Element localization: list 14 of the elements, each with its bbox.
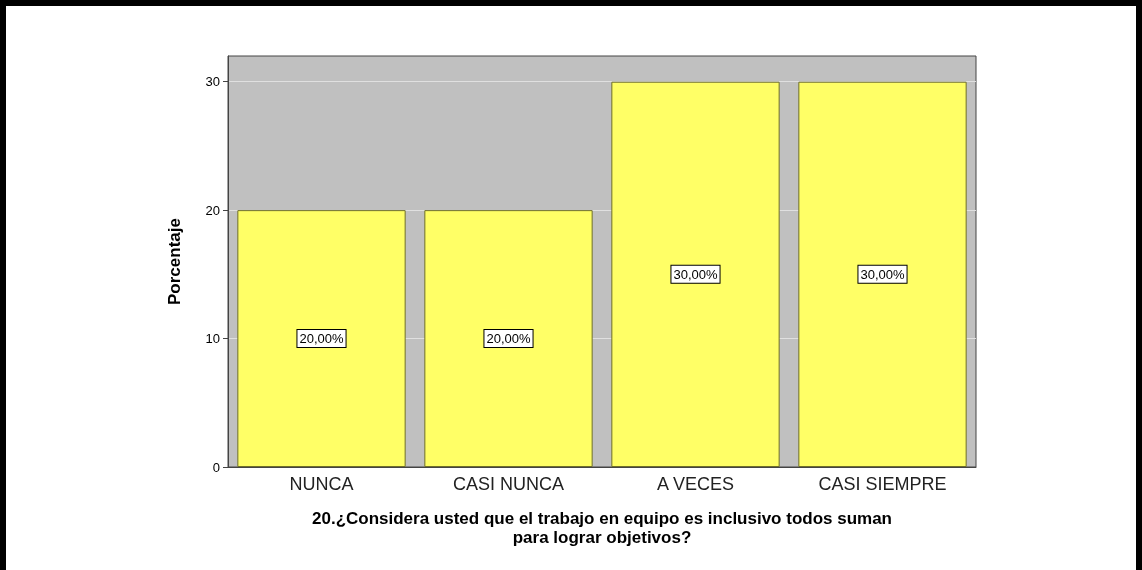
data-label: 30,00%: [860, 266, 905, 282]
data-label: 30,00%: [673, 266, 718, 282]
x-axis-title: 20.¿Considera usted que el trabajo en equipo es inclusivo todos suman para lograr objetivos?: [311, 509, 893, 547]
x-tick-label: CASI SIEMPRE: [818, 474, 947, 494]
data-label: 20,00%: [299, 331, 344, 347]
data-label: 20,00%: [486, 331, 531, 347]
y-tick-label: 30: [205, 74, 220, 90]
x-tick-label: NUNCA: [289, 474, 354, 494]
x-tick-label: CASI NUNCA: [452, 474, 565, 494]
y-axis-title: Porcentaje: [165, 218, 184, 305]
y-tick-label: 10: [205, 331, 220, 347]
x-tick-label: A VECES: [656, 474, 735, 494]
y-tick-label: 0: [212, 459, 220, 475]
y-tick-label: 20: [205, 202, 220, 218]
